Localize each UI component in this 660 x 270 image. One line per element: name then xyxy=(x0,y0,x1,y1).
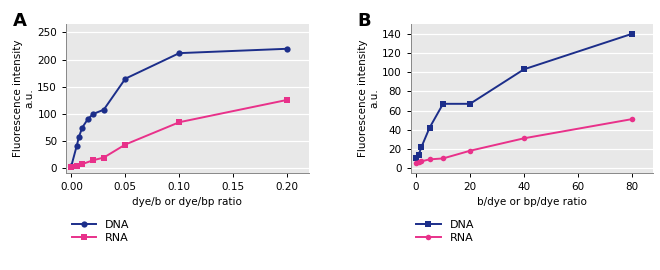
RNA xyxy=(628,117,636,121)
RNA xyxy=(67,166,75,169)
DNA xyxy=(466,102,474,106)
RNA xyxy=(426,158,434,161)
DNA xyxy=(75,135,83,139)
Legend: DNA, RNA: DNA, RNA xyxy=(416,220,474,244)
DNA xyxy=(414,153,422,156)
X-axis label: dye/b or dye/bp ratio: dye/b or dye/bp ratio xyxy=(133,197,242,207)
RNA xyxy=(520,137,528,140)
DNA xyxy=(439,102,447,106)
Line: RNA: RNA xyxy=(68,97,290,170)
RNA xyxy=(176,121,183,124)
RNA xyxy=(79,163,86,166)
DNA xyxy=(520,68,528,71)
DNA xyxy=(418,145,426,149)
DNA xyxy=(176,52,183,55)
DNA xyxy=(89,112,97,116)
DNA xyxy=(283,47,291,50)
RNA xyxy=(414,161,422,164)
DNA xyxy=(100,108,108,111)
DNA xyxy=(121,77,129,80)
DNA xyxy=(67,164,75,167)
X-axis label: b/dye or bp/dye ratio: b/dye or bp/dye ratio xyxy=(477,197,587,207)
DNA xyxy=(628,32,636,35)
Legend: DNA, RNA: DNA, RNA xyxy=(71,220,129,244)
RNA xyxy=(121,143,129,146)
Text: A: A xyxy=(13,12,26,31)
RNA xyxy=(439,157,447,160)
RNA xyxy=(73,164,81,167)
DNA xyxy=(84,118,92,121)
Line: DNA: DNA xyxy=(68,46,290,169)
Y-axis label: Fluorescence intensity
a.u.: Fluorescence intensity a.u. xyxy=(358,40,379,157)
DNA xyxy=(426,126,434,129)
RNA xyxy=(100,156,108,159)
Text: B: B xyxy=(357,12,371,31)
RNA xyxy=(89,159,97,162)
Line: DNA: DNA xyxy=(413,31,635,161)
DNA xyxy=(412,157,420,160)
RNA xyxy=(412,162,420,165)
RNA xyxy=(418,160,426,163)
Y-axis label: Fluorescence intensity
a.u.: Fluorescence intensity a.u. xyxy=(13,40,34,157)
RNA xyxy=(466,149,474,152)
Line: RNA: RNA xyxy=(413,116,635,166)
DNA xyxy=(79,126,86,129)
RNA xyxy=(283,98,291,102)
DNA xyxy=(73,144,81,147)
